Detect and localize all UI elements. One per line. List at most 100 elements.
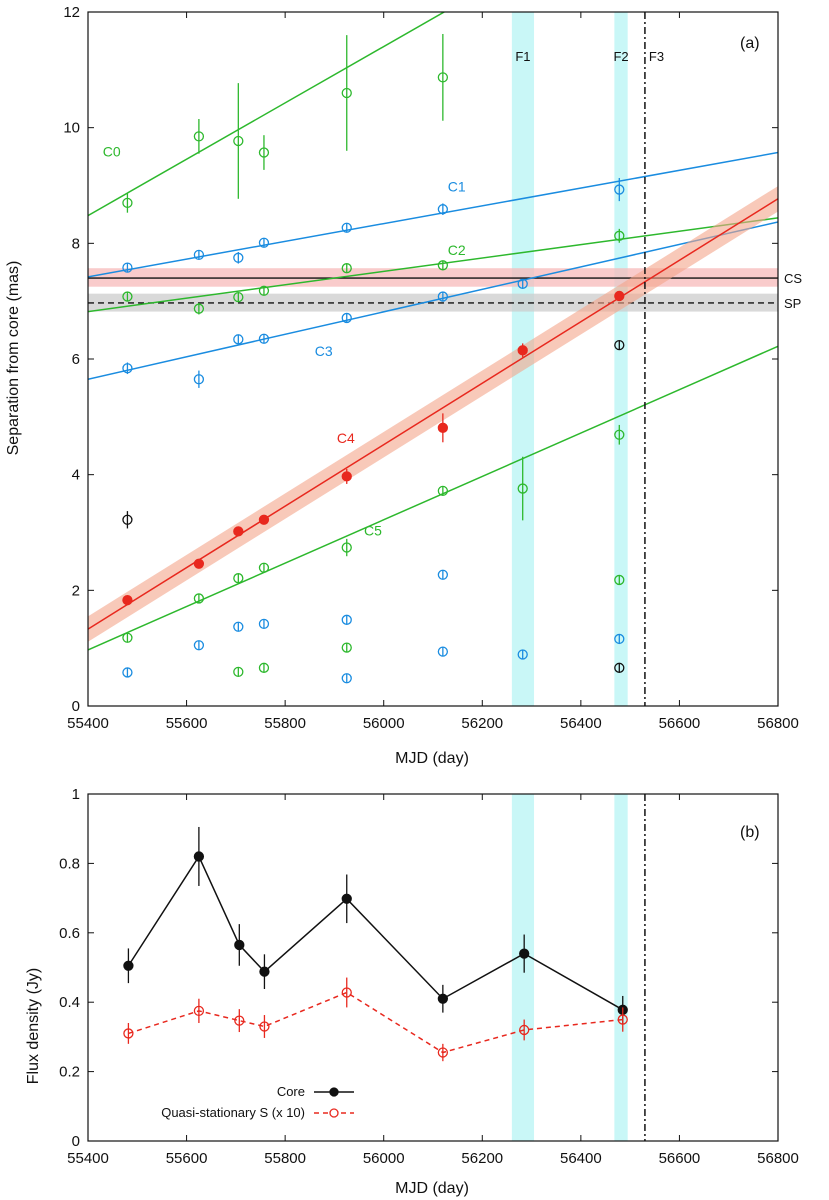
flare-band-2 (614, 12, 628, 706)
flare-band-2 (614, 794, 628, 1141)
series-8-point-7 (437, 646, 449, 657)
series-8-point-5 (341, 673, 352, 684)
data-marker (341, 263, 352, 274)
fit-label-c1: C1 (448, 178, 466, 194)
series-4-point-1 (122, 362, 133, 375)
x-tick-label: 56400 (560, 1150, 602, 1167)
series-1-point-3 (233, 83, 244, 199)
data-marker (517, 345, 528, 356)
series-4-point-3 (233, 334, 244, 345)
flare-label-f3: F3 (649, 49, 664, 64)
series-6-point-7 (517, 456, 528, 521)
data-marker (258, 514, 270, 525)
y-tick-label: 8 (72, 235, 80, 252)
data-marker (614, 633, 625, 645)
y-tick-label: 6 (72, 351, 80, 368)
data-marker (437, 1047, 449, 1058)
series-5-point-6 (437, 413, 449, 443)
series-5-point-3 (233, 526, 244, 537)
data-marker (123, 1028, 134, 1039)
y-tick-label: 12 (63, 4, 80, 21)
data-marker (258, 618, 270, 630)
data-marker (233, 252, 244, 263)
data-marker (517, 483, 528, 494)
data-marker (258, 285, 270, 296)
series-2-point-2 (193, 998, 205, 1024)
series-3-point-3 (233, 291, 244, 303)
x-tick-label: 56200 (461, 715, 503, 732)
data-marker (233, 573, 244, 584)
data-marker (341, 987, 352, 998)
panel-b-xlabel: MJD (day) (395, 1180, 469, 1197)
series-7-point-1 (233, 666, 244, 678)
x-tick-label: 55600 (166, 715, 208, 732)
x-tick-label: 56600 (659, 1150, 701, 1167)
y-tick-label: 1 (72, 786, 80, 803)
fit-label-c2: C2 (448, 242, 466, 258)
x-tick-label: 56800 (757, 715, 799, 732)
x-tick-label: 56000 (363, 1150, 405, 1167)
series-4-point-4 (258, 333, 270, 344)
data-marker (437, 291, 449, 302)
data-marker (341, 542, 352, 553)
plot-frame (87, 793, 779, 1142)
panel-a-label: (a) (740, 35, 760, 52)
series-4-point-2 (193, 370, 205, 388)
legend-s-label: Quasi-stationary S (x 10) (161, 1105, 305, 1120)
data-marker (341, 87, 352, 99)
series-4-point-7 (517, 278, 528, 289)
data-marker (193, 303, 205, 314)
series-4-point-5 (341, 312, 352, 324)
panel-b-flux-chart: 55400 55600 55800 56000 56200 56400 56600 56800… (25, 786, 799, 1197)
x-tick-label: 56200 (461, 1150, 503, 1167)
data-marker (122, 514, 133, 525)
panel-b-label: (b) (740, 824, 760, 841)
y-tick-label: 2 (72, 582, 80, 599)
data-marker (437, 204, 449, 215)
data-marker (193, 851, 205, 862)
series-8-point-9 (517, 649, 528, 660)
series-6-point-5 (341, 538, 352, 557)
flare-label-f2: F2 (613, 49, 628, 64)
legend-core-label: Core (277, 1084, 305, 1099)
data-marker (614, 230, 625, 241)
x-tick-label: 55400 (67, 715, 109, 732)
series-9-point-3 (614, 662, 625, 673)
series-2-point-2 (193, 249, 205, 261)
series-7-point-4 (614, 574, 625, 586)
series-1-point-7 (519, 934, 530, 973)
series-8-point-1 (122, 667, 133, 678)
series-1-line (127, 854, 624, 1011)
series-5-point-1 (122, 595, 133, 606)
series-2-point-7 (519, 1019, 530, 1041)
series-8-point-2 (193, 640, 205, 651)
fit-label-c4: C4 (337, 430, 355, 446)
data-marker (614, 429, 625, 440)
data-marker (122, 595, 133, 606)
series-3-point-7 (614, 228, 625, 243)
x-tick-label: 55400 (67, 1150, 109, 1167)
series-8-point-8 (437, 569, 449, 580)
series-5-point-8 (614, 290, 625, 302)
data-marker (193, 593, 205, 604)
series-2-point-5 (341, 977, 352, 1008)
series-1-point-1 (123, 948, 134, 984)
series-2-point-4 (258, 237, 270, 248)
series-6-point-3 (233, 573, 244, 584)
series-3-point-4 (258, 285, 270, 296)
data-marker (233, 291, 244, 303)
series-1-point-4 (259, 954, 270, 990)
series-6-point-4 (258, 562, 270, 573)
x-tick-label: 56600 (659, 715, 701, 732)
series-2-point-5 (341, 222, 352, 233)
series-6-point-8 (614, 424, 625, 445)
data-marker (517, 649, 528, 660)
series-4-point-6 (437, 291, 449, 302)
series-1-point-5 (341, 35, 352, 151)
data-marker (122, 363, 133, 374)
series-8-point-4 (258, 618, 270, 630)
data-marker (517, 278, 528, 289)
data-marker (341, 614, 352, 625)
x-tick-label: 56800 (757, 1150, 799, 1167)
